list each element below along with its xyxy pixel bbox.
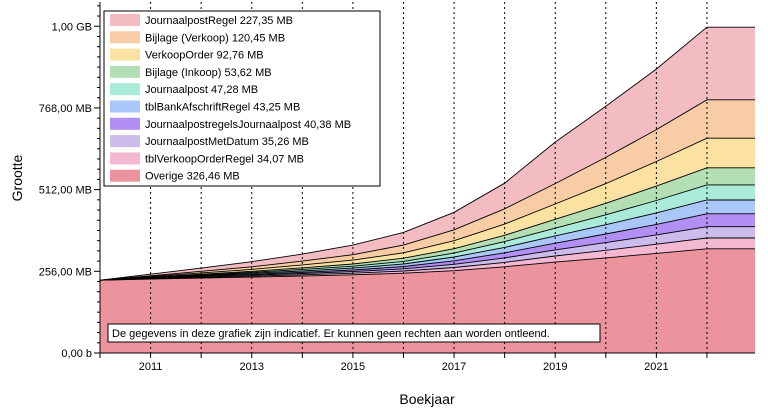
disclaimer-text: De gegevens in deze grafiek zijn indicat… (112, 328, 550, 340)
legend-label: Overige 326,46 MB (145, 171, 240, 183)
x-tick-label: 2013 (239, 361, 263, 373)
legend-swatch (110, 65, 140, 78)
y-axis-title: Grootte (9, 154, 25, 201)
area-series-7 (100, 167, 755, 281)
y-tick-label: 256,00 MB (39, 266, 92, 278)
area-series-10 (100, 27, 755, 281)
y-tick-label: 0,00 b (61, 348, 92, 360)
axes (99, 2, 755, 354)
legend-label: Journaalpost 47,28 MB (145, 84, 258, 96)
legend-swatch (110, 14, 140, 26)
legend-label: Bijlage (Inkoop) 53,62 MB (145, 67, 272, 79)
area-outline-5 (99, 199, 755, 281)
x-tick-label: 2017 (442, 361, 466, 373)
legend-swatch (110, 100, 140, 113)
area-series-5 (100, 200, 755, 281)
area-outline-10 (99, 26, 755, 281)
area-series-9 (100, 99, 755, 281)
x-axis-ticks: 2011 2013 2015 2017 2019 2021 (99, 353, 708, 373)
area-outline-8 (99, 137, 755, 281)
y-tick-label: 1,00 GB (52, 21, 92, 33)
area-series-4 (100, 213, 755, 281)
area-series-3 (100, 226, 755, 281)
y-axis-ticks: 0,00 b 256,00 MB 512,00 MB 768,00 MB 1,00 GB (39, 5, 100, 360)
legend-swatch (110, 31, 140, 44)
y-tick-label: 768,00 MB (39, 103, 92, 115)
legend-swatch (110, 83, 140, 96)
area-outline-2 (99, 237, 755, 281)
legend-label: JournaalpostregelsJournaalpost 40,38 MB (145, 119, 351, 131)
y-tick-label: 512,00 MB (39, 185, 92, 197)
x-tick-label: 2021 (644, 361, 668, 373)
area-outline-4 (99, 213, 755, 281)
area-outlines (99, 26, 755, 281)
disclaimer-note: De gegevens in deze grafiek zijn indicat… (107, 323, 601, 343)
area-outline-9 (99, 99, 755, 281)
area-outline-3 (99, 226, 755, 281)
legend-label: tblVerkoopOrderRegel 34,07 MB (145, 153, 304, 165)
legend-swatch (110, 169, 140, 182)
x-tick-label: 2015 (341, 361, 365, 373)
disclaimer-box (107, 323, 601, 343)
area-outline-6 (99, 184, 755, 281)
legend-swatch (110, 135, 140, 148)
legend-swatch (110, 152, 140, 165)
x-tick-label: 2011 (139, 361, 163, 373)
legend-swatch (110, 117, 140, 130)
area-outline-7 (99, 167, 755, 281)
legend-label: tblBankAfschriftRegel 43,25 MB (145, 102, 300, 114)
area-outline-1 (99, 248, 755, 281)
legend-label: JournaalpostRegel 227,35 MB (145, 15, 293, 27)
area-series-6 (100, 184, 755, 281)
area-series-8 (100, 138, 755, 281)
legend-box (103, 10, 381, 187)
legend-label: JournaalpostMetDatum 35,26 MB (145, 136, 309, 148)
legend-swatch (110, 48, 140, 61)
legend-label: VerkoopOrder 92,76 MB (145, 50, 264, 62)
x-tick-label: 2019 (543, 361, 567, 373)
legend-label: Bijlage (Verkoop) 120,45 MB (145, 32, 285, 44)
legend: JournaalpostRegel 227,35 MB Bijlage (Verk… (103, 10, 381, 187)
x-axis-title: Boekjaar (399, 391, 455, 407)
